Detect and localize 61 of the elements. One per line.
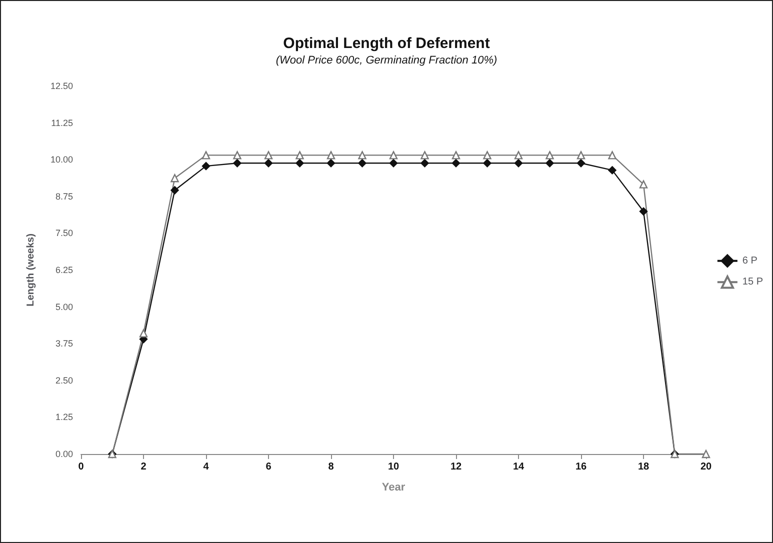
point — [139, 329, 148, 338]
point — [264, 159, 273, 168]
x-tick-label: 4 — [203, 462, 210, 472]
point — [233, 151, 242, 160]
y-tick-label: 6.25 — [55, 265, 73, 275]
point — [452, 159, 460, 168]
x-tick-label: 20 — [700, 462, 712, 472]
point — [608, 151, 616, 160]
y-tick-label: 8.75 — [55, 191, 73, 202]
point — [202, 151, 210, 160]
point — [420, 151, 429, 160]
x-axis-title: Year — [382, 482, 406, 494]
x-tick-label: 6 — [266, 462, 272, 472]
point — [264, 151, 273, 160]
x-tick-label: 18 — [638, 462, 650, 472]
y-tick-label: 2.50 — [55, 375, 73, 386]
point — [639, 180, 648, 188]
x-tick-label: 0 — [78, 462, 84, 472]
point — [514, 151, 523, 160]
point — [389, 159, 398, 168]
point — [326, 151, 336, 160]
point — [389, 151, 398, 160]
x-tick-label: 2 — [140, 462, 147, 472]
point — [639, 207, 648, 216]
point — [483, 159, 492, 168]
point — [296, 151, 304, 160]
y-tick-label: 3.75 — [55, 338, 73, 349]
point — [452, 151, 460, 160]
x-tick-label: 10 — [388, 462, 400, 472]
point — [608, 166, 616, 174]
point — [296, 159, 304, 168]
point — [483, 151, 492, 160]
y-tick-label: 11.25 — [51, 118, 73, 128]
point — [233, 159, 242, 168]
legend-label: 15 P — [742, 276, 764, 288]
y-tick-label: 0.00 — [55, 449, 73, 459]
point — [170, 174, 179, 182]
point — [420, 159, 429, 168]
point — [358, 159, 366, 168]
point — [576, 159, 586, 168]
legend-label: 6 P — [742, 255, 758, 266]
point — [202, 162, 210, 170]
chart-title: Optimal Length of Deferment — [283, 35, 490, 52]
point — [358, 151, 366, 160]
point — [170, 186, 179, 194]
point — [326, 159, 336, 168]
y-tick-label: 10.00 — [50, 154, 73, 165]
point — [514, 159, 523, 168]
x-tick-label: 12 — [450, 462, 462, 472]
x-tick-label: 8 — [328, 462, 334, 472]
x-tick-label: 16 — [575, 462, 587, 472]
chart-subtitle: (Wool Price 600c, Germinating Fraction 10%) — [276, 54, 498, 66]
y-tick-label: 1.25 — [55, 412, 73, 422]
point — [576, 151, 586, 160]
point — [546, 159, 554, 168]
y-tick-label: 7.50 — [55, 228, 73, 238]
x-tick-label: 14 — [512, 462, 524, 472]
y-tick-label: 12.50 — [50, 81, 73, 91]
y-tick-label: 5.00 — [55, 302, 73, 312]
point — [546, 151, 554, 160]
y-axis-title: Length (weeks) — [26, 234, 36, 306]
